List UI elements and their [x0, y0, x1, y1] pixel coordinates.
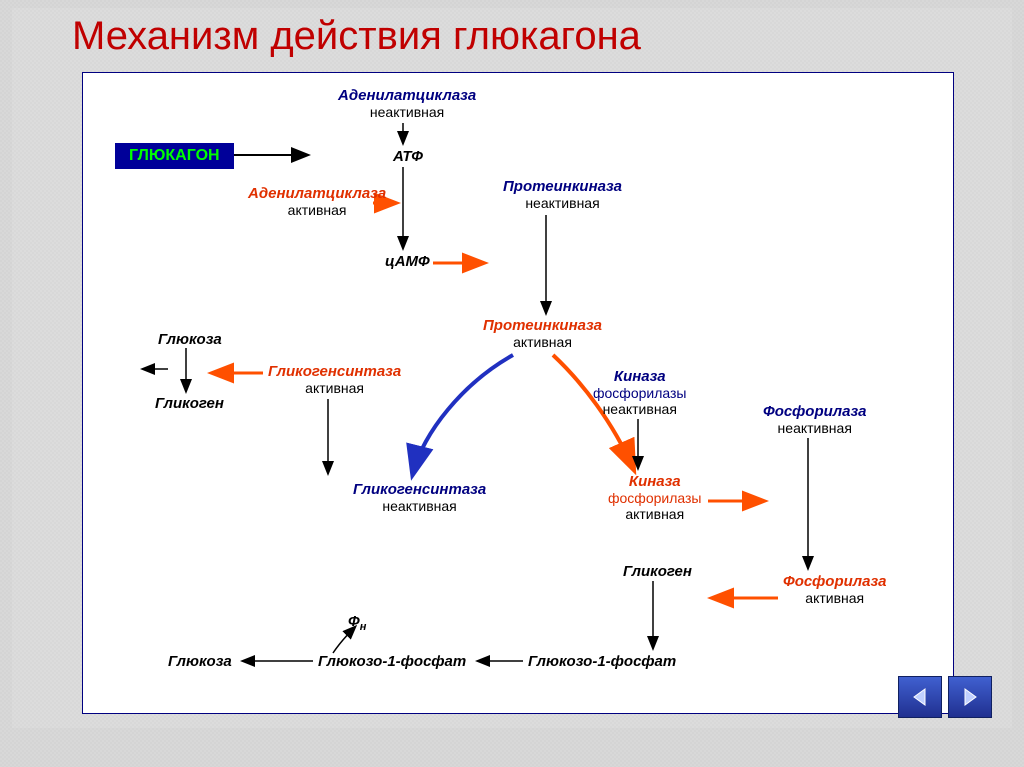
node-camp: цАМФ: [385, 253, 430, 270]
slide-title: Механизм действия глюкагона: [72, 14, 641, 59]
node-glucose_bottom: Глюкоза: [168, 653, 232, 670]
glucagon-box: ГЛЮКАГОН: [115, 143, 234, 169]
node-glucose_top: Глюкоза: [158, 331, 222, 348]
node-glycogen_right: Гликоген: [623, 563, 692, 580]
node-glycogen_left: Гликоген: [155, 395, 224, 412]
node-atp: АТФ: [393, 148, 423, 165]
node-phosphorylase_inactive: Фосфорилазанеактивная: [763, 403, 866, 436]
next-button[interactable]: [948, 676, 992, 718]
node-kinase_phos_active: Киназафосфорилазыактивная: [608, 473, 702, 522]
node-adenylate_inactive: Аденилатциклазанеактивная: [338, 87, 476, 120]
node-phosphorylase_active: Фосфорилазаактивная: [783, 573, 886, 606]
node-fn: Фн: [348, 613, 366, 633]
node-g1p_left: Глюкозо-1-фосфат: [318, 653, 466, 670]
diagram-canvas: ГЛЮКАГОН Аденилатциклазанеактивная АТФ Аде…: [82, 72, 954, 714]
arrows-layer: [83, 73, 953, 713]
node-glycogensynthase_active: Гликогенсинтазаактивная: [268, 363, 401, 396]
node-proteinkinase_active: Протеинкиназаактивная: [483, 317, 602, 350]
slide: Механизм действия глюкагона ГЛЮКАГОН Аде…: [12, 8, 1012, 728]
node-glycogensynthase_inactive: Гликогенсинтазанеактивная: [353, 481, 486, 514]
node-g1p_right: Глюкозо-1-фосфат: [528, 653, 676, 670]
node-kinase_phos_inactive: Киназафосфорилазынеактивная: [593, 368, 687, 417]
node-adenylate_active: Аденилатциклазаактивная: [248, 185, 386, 218]
prev-button[interactable]: [898, 676, 942, 718]
node-proteinkinase_inactive: Протеинкиназанеактивная: [503, 178, 622, 211]
nav-buttons: [898, 676, 992, 718]
